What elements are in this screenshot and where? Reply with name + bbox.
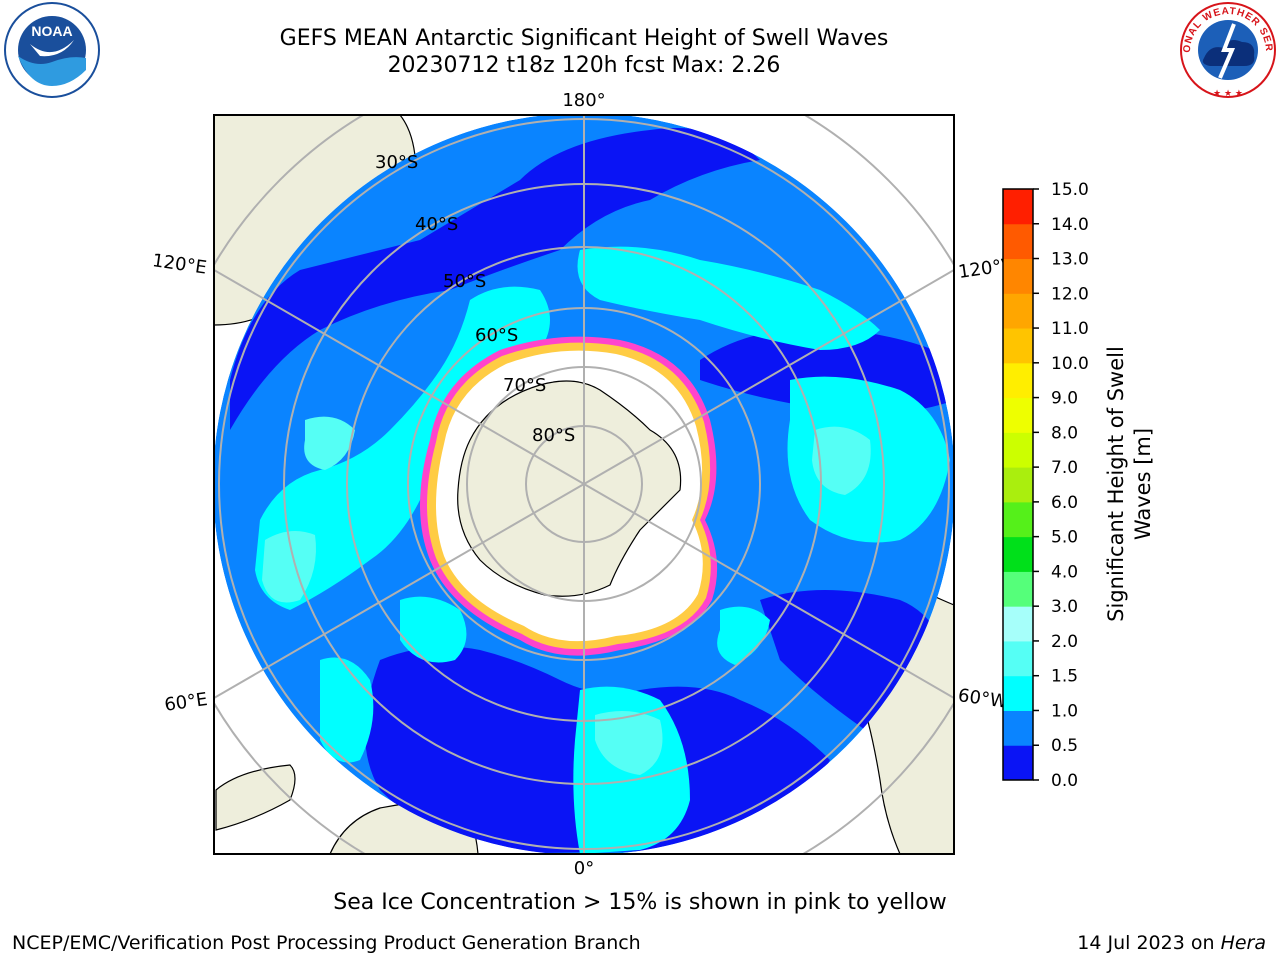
map-subtitle: 20230712 t18z 120h fcst Max: 2.26 [387, 53, 781, 78]
colorbar-tick-label: 1.5 [1051, 667, 1078, 687]
colorbar-tick-label: 15.0 [1051, 180, 1089, 200]
svg-text:NOAA: NOAA [31, 23, 72, 39]
lon-label-180: 180° [562, 90, 605, 111]
colorbar-tick-label: 4.0 [1051, 562, 1078, 582]
graticule [214, 115, 954, 854]
run-date-text: 14 Jul 2023 on [1077, 932, 1221, 954]
svg-text:★ ★ ★: ★ ★ ★ [1213, 89, 1243, 99]
lat-label-60: 60°S [475, 325, 518, 346]
noaa-logo: NOAA [4, 2, 100, 98]
colorbar-box [1003, 536, 1033, 572]
colorbar-tick-label: 0.0 [1051, 771, 1078, 791]
lat-label-50: 50°S [443, 271, 486, 292]
colorbar-box [1003, 258, 1033, 294]
meridian-120e-60w [214, 269, 954, 699]
colorbar-ticks: 0.0 0.5 1.0 1.5 2.0 3.0 4.0 5.0 6.0 7.0 8.0 9.0 10.0… [1033, 180, 1089, 791]
lat-label-30: 30°S [375, 152, 418, 173]
swell-band-1.5-2.0 [262, 416, 871, 775]
map-frame [213, 114, 955, 855]
lat-label-80: 80°S [532, 425, 575, 446]
colorbar-box [1003, 501, 1033, 538]
antarctica-land [457, 380, 682, 597]
colorbar-label-line2: Waves [m] [1131, 428, 1155, 540]
colorbar-box [1003, 710, 1033, 746]
lat-label-70: 70°S [503, 375, 546, 396]
colorbar-box [1003, 675, 1033, 711]
map-title: GEFS MEAN Antarctic Significant Height o… [279, 26, 889, 51]
colorbar-box [1003, 606, 1033, 642]
colorbar-box [1003, 362, 1033, 399]
run-date: 14 Jul 2023 on Hera [1077, 932, 1266, 954]
colorbar-tick-label: 12.0 [1051, 284, 1089, 304]
colorbar-box [1003, 223, 1033, 260]
colorbar-box [1003, 745, 1033, 781]
colorbar-tick-label: 1.0 [1051, 701, 1078, 721]
colorbar-box [1003, 571, 1033, 607]
machine-name: Hera [1220, 932, 1266, 954]
colorbar-tick-label: 13.0 [1051, 250, 1089, 270]
colorbar-tick-label: 10.0 [1051, 354, 1089, 374]
sea-ice-note: Sea Ice Concentration > 15% is shown in … [333, 890, 947, 915]
madagascar-land [215, 764, 296, 831]
producer-credit: NCEP/EMC/Verification Post Processing Pr… [12, 932, 641, 954]
colorbar-tick-label: 5.0 [1051, 528, 1078, 548]
colorbar-tick-label: 9.0 [1051, 389, 1078, 409]
colorbar-tick-label: 7.0 [1051, 458, 1078, 478]
nws-logo: NATIONAL WEATHER SERVICE ★ ★ ★ [1176, 0, 1276, 99]
colorbar-box [1003, 328, 1033, 364]
colorbar-box [1003, 640, 1033, 677]
colorbar-tick-label: 11.0 [1051, 319, 1089, 339]
colorbar-boxes [1003, 189, 1033, 781]
latitude-labels: 30°S 40°S 50°S 60°S 70°S 80°S [375, 152, 575, 446]
colorbar-tick-label: 6.0 [1051, 493, 1078, 513]
colorbar-tick-label: 8.0 [1051, 423, 1078, 443]
colorbar-tick-label: 3.0 [1051, 597, 1078, 617]
colorbar-box [1003, 467, 1033, 503]
colorbar-tick-label: 0.5 [1051, 736, 1078, 756]
colorbar-tick-label: 2.0 [1051, 632, 1078, 652]
lat-label-40: 40°S [415, 214, 458, 235]
colorbar-box [1003, 397, 1033, 433]
colorbar-box [1003, 293, 1033, 329]
colorbar-tick-label: 14.0 [1051, 215, 1089, 235]
colorbar-box [1003, 432, 1033, 468]
colorbar-box [1003, 189, 1033, 225]
colorbar-label-line1: Significant Height of Swell [1104, 346, 1128, 622]
colorbar-frame [1002, 188, 1034, 781]
lon-label-0: 0° [574, 858, 594, 879]
